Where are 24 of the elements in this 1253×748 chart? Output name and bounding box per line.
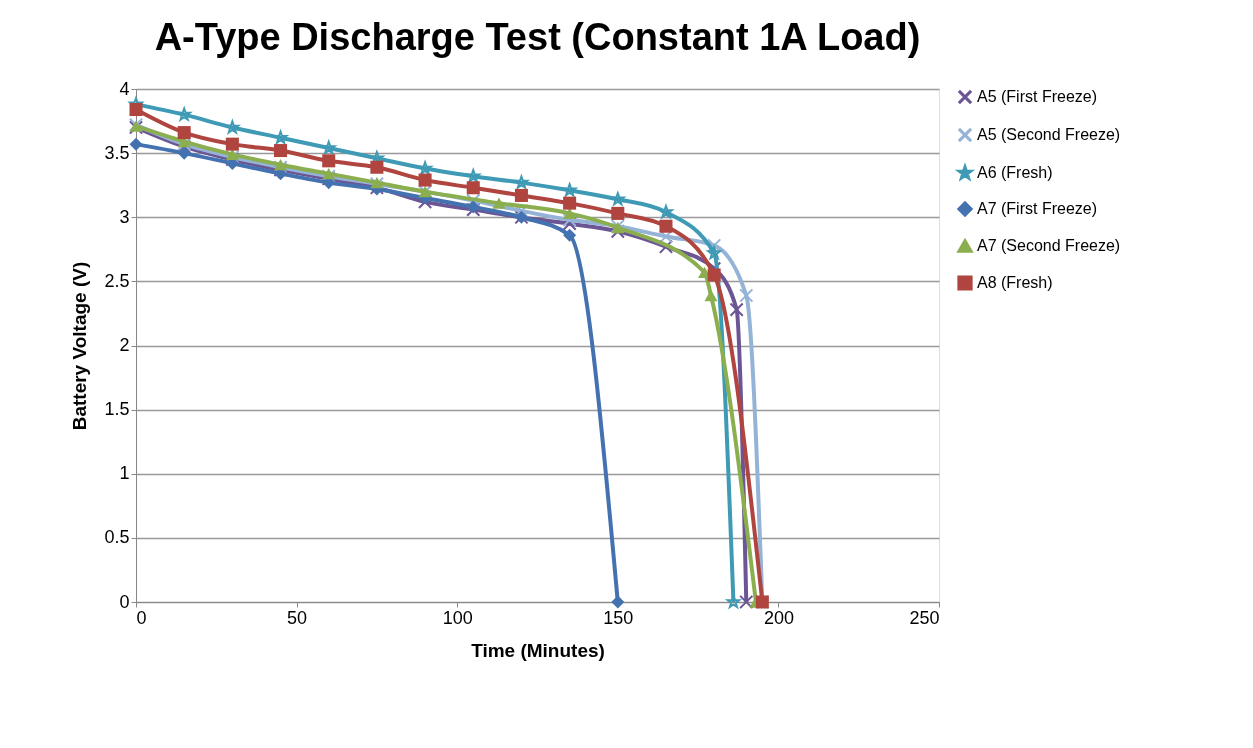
legend-label: A7 (Second Freeze)	[977, 237, 1121, 254]
y-tick-label: 3	[119, 206, 130, 227]
y-tick-label: 2	[119, 335, 130, 355]
legend-label: A5 (Second Freeze)	[977, 126, 1121, 143]
legend-label: A5 (First Freeze)	[977, 88, 1098, 105]
y-tick-label: 1.5	[104, 399, 130, 420]
chart-title: A-Type Discharge Test (Constant 1A Load)	[154, 16, 921, 58]
x-tick-label: 250	[909, 607, 940, 628]
x-tick-label: 150	[603, 607, 634, 628]
x-axis-title: Time (Minutes)	[471, 639, 605, 661]
y-tick-label: 2.5	[104, 270, 130, 291]
legend-label: A7 (First Freeze)	[977, 200, 1098, 217]
x-tick-label: 50	[287, 607, 308, 628]
legend-label: A8 (Fresh)	[977, 274, 1053, 291]
x-tick-label: 0	[136, 607, 147, 628]
legend-label: A6 (Fresh)	[977, 164, 1053, 181]
y-tick-label: 0	[119, 591, 130, 612]
x-tick-label: 200	[763, 607, 794, 628]
y-tick-label: 1	[119, 463, 130, 484]
y-tick-label: 0.5	[104, 527, 130, 548]
x-tick-label: 100	[442, 607, 473, 628]
y-axis-title: Battery Voltage (V)	[69, 261, 91, 431]
y-tick-label: 4	[119, 78, 130, 99]
y-tick-label: 3.5	[104, 142, 130, 163]
